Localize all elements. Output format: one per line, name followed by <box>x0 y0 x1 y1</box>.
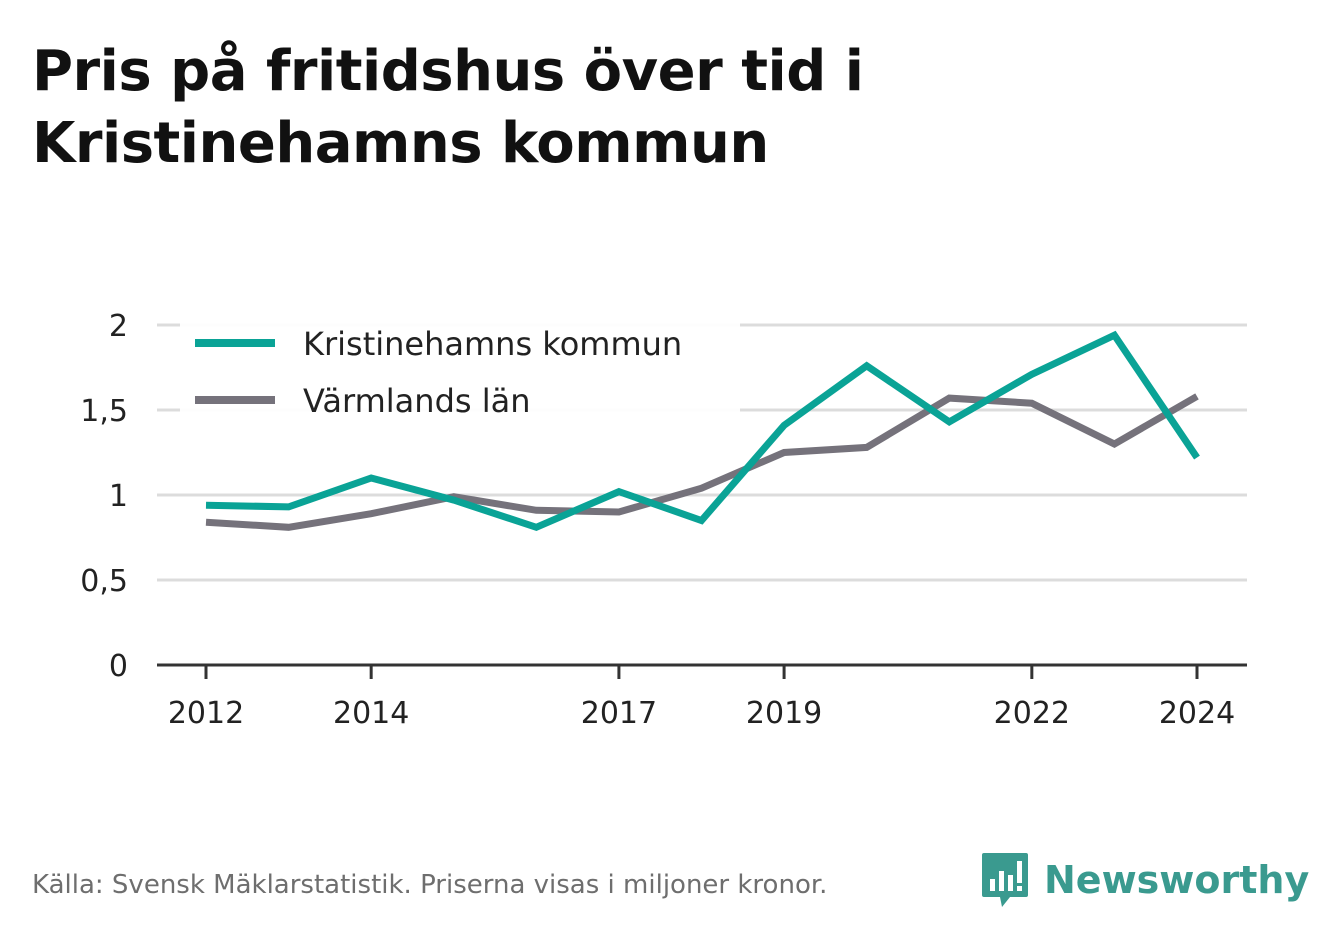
x-tick-label: 2017 <box>581 696 657 731</box>
chart-title-line-2: Kristinehamns kommun <box>32 111 769 176</box>
series-lines <box>205 330 1200 532</box>
legend-label-kommun: Kristinehamns kommun <box>303 325 682 363</box>
source-note: Källa: Svensk Mäklarstatistik. Priserna … <box>32 870 828 900</box>
legend: Kristinehamns kommun Värmlands län <box>180 318 740 420</box>
chart-title-line-1: Pris på fritidshus över tid i <box>32 39 864 104</box>
y-tick-label: 1 <box>109 479 128 514</box>
y-tick-label: 0 <box>109 649 128 684</box>
x-tick-label: 2012 <box>168 696 244 731</box>
y-tick-label: 0,5 <box>80 564 128 599</box>
series-line-kommun <box>205 330 1200 532</box>
legend-label-lan: Värmlands län <box>303 382 531 420</box>
x-tick-label: 2014 <box>333 696 409 731</box>
newsworthy-logo-icon <box>982 853 1028 907</box>
x-tick-label: 2019 <box>746 696 822 731</box>
brand-logo: Newsworthy <box>980 850 1309 910</box>
x-tick-label: 2022 <box>994 696 1070 731</box>
y-tick-label: 1,5 <box>80 394 128 429</box>
series-line-lan <box>205 393 1199 531</box>
y-tick-label: 2 <box>109 309 128 344</box>
brand-name: Newsworthy <box>1044 858 1310 902</box>
axes: 0 0,5 1 1,5 2 2012 2014 2017 2019 2022 2024 <box>80 309 1247 731</box>
x-tick-label: 2024 <box>1159 696 1235 731</box>
line-chart: 0 0,5 1 1,5 2 2012 2014 2017 2019 2022 2024 Kristi… <box>80 309 1247 731</box>
chart-title: Pris på fritidshus över tid i Kristineha… <box>32 36 1282 180</box>
